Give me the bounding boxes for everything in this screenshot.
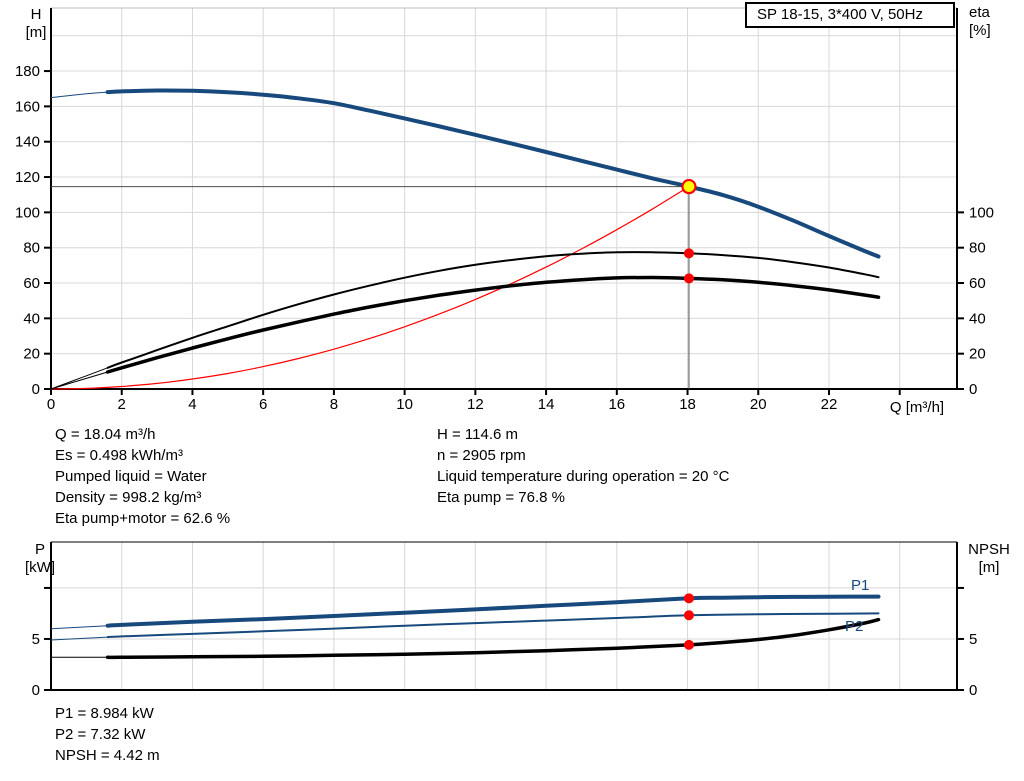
power-left-axis-tick-label: 5 xyxy=(32,631,40,648)
operating-data-right-block: H = 114.6 m n = 2905 rpm Liquid temperat… xyxy=(437,424,729,508)
left-axis-tick-label: 160 xyxy=(15,98,40,115)
x-axis-tick-label: 0 xyxy=(47,396,55,413)
power-left-axis-tick-label: 0 xyxy=(32,682,40,699)
left-axis-tick-label: 100 xyxy=(15,204,40,221)
left-axis-tick-label: 20 xyxy=(23,346,40,363)
p2-curve-label: P2 xyxy=(845,618,864,635)
p2-curve xyxy=(106,612,880,639)
eta-pump-curve-lead xyxy=(50,367,108,390)
x-axis-tick-label: 20 xyxy=(750,396,767,413)
left-axis-tick-label: 60 xyxy=(23,275,40,292)
main-right-axis-title-symbol: eta xyxy=(969,4,990,21)
annotation-eta-pump: Eta pump = 76.8 % xyxy=(437,489,565,506)
x-axis-tick-label: 2 xyxy=(118,396,126,413)
eta-pump-motor-curve xyxy=(105,275,881,374)
power-right-axis-tick-label: 0 xyxy=(969,682,977,699)
p1-curve-label: P1 xyxy=(851,577,870,594)
pump-title-box: SP 18-15, 3*400 V, 50Hz xyxy=(745,2,955,28)
main-right-axis-title-unit: [%] xyxy=(969,22,991,39)
npsh-point-marker xyxy=(683,639,694,650)
left-axis-tick-label: 40 xyxy=(23,310,40,327)
power-right-axis-title: NPSH [m] xyxy=(961,541,1017,577)
main-left-axis-title-symbol: H xyxy=(30,6,42,23)
x-axis-tick-label: 4 xyxy=(188,396,196,413)
left-axis-tick-label: 140 xyxy=(15,134,40,151)
left-axis-tick-label: 180 xyxy=(15,63,40,80)
operating-data-left-block: Q = 18.04 m³/h Es = 0.498 kWh/m³ Pumped … xyxy=(55,424,230,529)
p1-curve-lead xyxy=(50,625,108,630)
p1-curve xyxy=(105,594,881,628)
annotation-eta-pump-motor: Eta pump+motor = 62.6 % xyxy=(55,510,231,527)
p1-point-marker xyxy=(683,593,694,604)
eta-pump-point-marker xyxy=(683,248,694,259)
npsh-curve xyxy=(105,617,881,660)
annotation-p2: P2 = 7.32 kW xyxy=(55,726,146,743)
left-axis-tick-label: 120 xyxy=(15,169,40,186)
right-axis-tick-label: 100 xyxy=(969,204,994,221)
eta-pump-motor-curve-lead xyxy=(50,371,108,390)
right-axis-tick-label: 80 xyxy=(969,240,986,257)
left-axis-tick-label: 80 xyxy=(23,240,40,257)
right-axis-tick-label: 40 xyxy=(969,310,986,327)
power-right-axis-title-unit: [m] xyxy=(978,559,1000,576)
head-curve xyxy=(105,88,881,259)
x-axis-tick-label: 22 xyxy=(821,396,838,413)
x-axis-tick-label: 8 xyxy=(330,396,338,413)
annotation-liquid-temperature: Liquid temperature during operation = 20… xyxy=(437,468,730,485)
x-axis-tick-label: 10 xyxy=(396,396,413,413)
x-axis-tick-label: 14 xyxy=(538,396,555,413)
main-left-axis-title: H [m] xyxy=(20,6,52,42)
annotation-speed: n = 2905 rpm xyxy=(437,447,526,464)
annotation-head: H = 114.6 m xyxy=(437,426,519,443)
power-right-axis-tick-label: 5 xyxy=(969,631,977,648)
main-left-axis-title-unit: [m] xyxy=(25,24,47,41)
power-left-axis-title-symbol: P xyxy=(34,541,45,558)
power-left-axis-title-unit: [kW] xyxy=(25,559,55,576)
x-axis-tick-label: 12 xyxy=(467,396,484,413)
power-data-block: P1 = 8.984 kW P2 = 7.32 kW NPSH = 4.42 m xyxy=(55,703,160,766)
eta-pump-curve xyxy=(106,251,880,369)
left-axis-tick-label: 0 xyxy=(32,381,40,398)
annotation-density: Density = 998.2 kg/m³ xyxy=(55,489,202,506)
head-curve-lead xyxy=(50,91,108,99)
annotation-specific-energy: Es = 0.498 kWh/m³ xyxy=(55,447,183,464)
x-axis-tick-label: 6 xyxy=(259,396,267,413)
power-left-axis-title: P [kW] xyxy=(22,541,58,577)
p2-curve-lead xyxy=(50,636,108,641)
right-axis-tick-label: 0 xyxy=(969,381,977,398)
right-axis-tick-label: 60 xyxy=(969,275,986,292)
eta-pump-motor-point-marker xyxy=(683,273,694,284)
annotation-p1: P1 = 8.984 kW xyxy=(55,705,154,722)
right-axis-tick-label: 20 xyxy=(969,346,986,363)
x-axis-tick-label: 16 xyxy=(608,396,625,413)
duty-point-marker[interactable] xyxy=(681,178,697,195)
annotation-pumped-liquid: Pumped liquid = Water xyxy=(55,468,207,485)
p2-point-marker xyxy=(683,610,694,621)
system-curve-curve xyxy=(50,186,690,390)
main-x-axis-title: Q [m³/h] xyxy=(889,399,945,416)
x-axis-tick-label: 18 xyxy=(679,396,696,413)
annotation-flow: Q = 18.04 m³/h xyxy=(55,426,156,443)
power-right-axis-title-symbol: NPSH xyxy=(968,541,1010,558)
main-right-axis-title: eta [%] xyxy=(969,4,1013,40)
annotation-npsh: NPSH = 4.42 m xyxy=(55,747,160,764)
